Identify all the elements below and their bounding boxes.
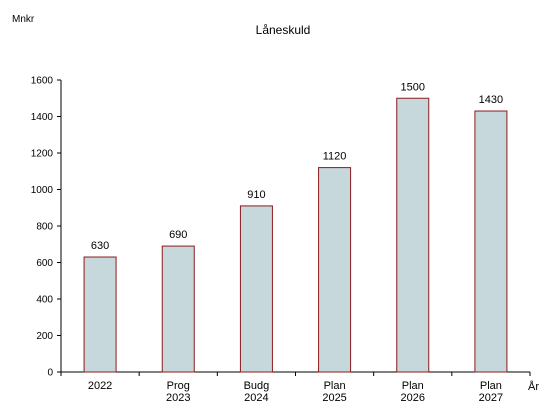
- x-tick-label: 2022: [88, 380, 112, 392]
- y-tick-label: 200: [36, 331, 53, 342]
- x-tick-label: Budg: [244, 380, 270, 392]
- y-axis-unit-label: Mnkr: [12, 14, 35, 25]
- y-tick-label: 400: [36, 295, 53, 306]
- data-label: 910: [247, 189, 265, 201]
- chart-title: Låneskuld: [256, 23, 311, 37]
- y-tick-label: 1200: [31, 149, 54, 160]
- y-tick-label: 600: [36, 258, 53, 269]
- x-tick-label: Plan: [324, 380, 346, 392]
- x-axis-label: År: [528, 380, 539, 393]
- x-tick-label: 2027: [479, 392, 503, 401]
- bar: [318, 167, 352, 373]
- data-label: 630: [91, 240, 109, 252]
- y-tick-label: 1400: [31, 112, 54, 123]
- y-tick-label: 800: [36, 222, 53, 233]
- x-tick-label: 2025: [322, 392, 346, 401]
- bar: [83, 256, 117, 373]
- y-tick-label: 1000: [31, 185, 54, 196]
- bar: [239, 205, 273, 373]
- x-tick-label: 2023: [166, 392, 190, 401]
- data-label: 1120: [323, 151, 347, 163]
- data-label: 1430: [479, 94, 503, 106]
- bar: [474, 110, 508, 373]
- x-tick-label: 2026: [401, 392, 425, 401]
- bar: [396, 97, 430, 373]
- y-tick-label: 1600: [31, 76, 54, 87]
- x-tick-label: 2024: [244, 392, 268, 401]
- y-tick-label: 0: [47, 368, 53, 379]
- bar: [161, 245, 195, 373]
- data-label: 1500: [401, 81, 425, 93]
- x-tick-label: Plan: [402, 380, 424, 392]
- data-label: 690: [169, 229, 187, 241]
- x-tick-label: Plan: [480, 380, 502, 392]
- x-tick-label: Prog: [167, 380, 190, 392]
